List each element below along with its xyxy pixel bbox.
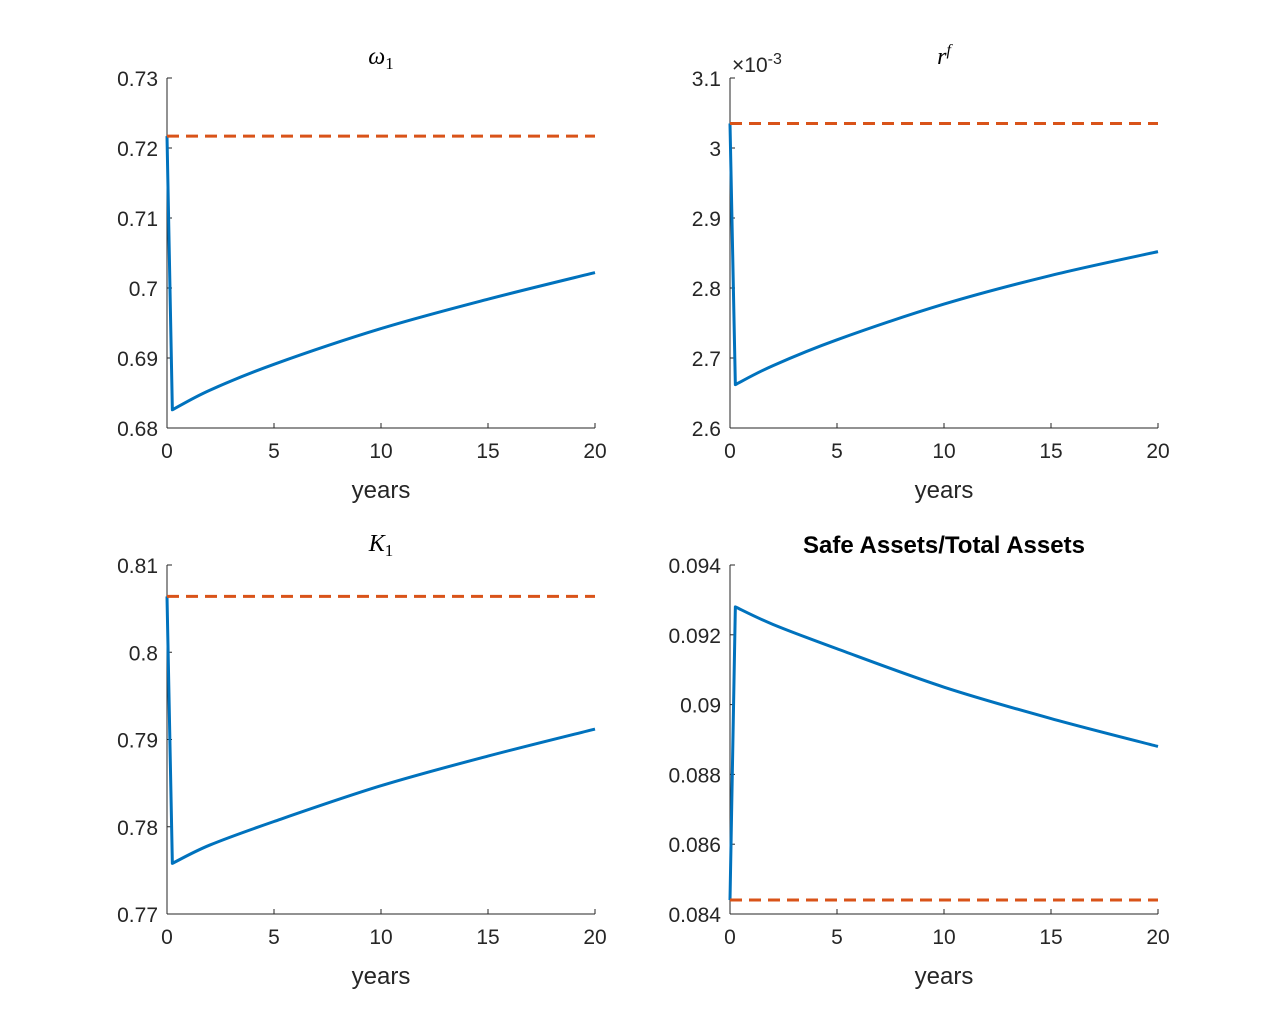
y-tick-label: 0.088 [668, 764, 721, 787]
impulse-response-line [728, 605, 1159, 901]
y-tick-label: 3.1 [692, 68, 721, 91]
x-axis-label: years [915, 477, 974, 504]
x-tick-label: 20 [1146, 440, 1169, 463]
subplot-4: 0 5 10 15 20 0.084 0.086 0.088 0.09 0.092 0.094 yea… [668, 532, 1169, 990]
y-tick-label: 0.71 [117, 208, 158, 231]
x-tick-label: 10 [932, 926, 955, 949]
x-tick-label: 15 [1039, 926, 1062, 949]
x-tick-label: 0 [161, 926, 173, 949]
x-tick-label: 10 [369, 440, 392, 463]
y-tick-label: 0.092 [668, 625, 721, 648]
x-tick-label: 20 [1146, 926, 1169, 949]
y-tick-label: 0.72 [117, 138, 158, 161]
y-tick-label: 0.77 [117, 904, 158, 927]
y-tick-label: 0.8 [129, 642, 158, 665]
subplot-2: 0 5 10 15 20 2.6 2.7 2.8 2.9 3 3.1 ×10-3 years rf [692, 42, 1170, 504]
subplot-title: Safe Assets/Total Assets [803, 532, 1085, 559]
x-tick-label: 20 [583, 926, 606, 949]
impulse-response-line [165, 136, 596, 412]
x-tick-label: 20 [583, 440, 606, 463]
y-tick-label: 0.084 [668, 904, 721, 927]
x-axis-label: years [352, 477, 411, 504]
subplot-title: ω1 [368, 44, 393, 73]
y-exponent-label: ×10-3 [732, 51, 782, 77]
x-tick-label: 15 [476, 440, 499, 463]
x-tick-label: 0 [724, 926, 736, 949]
y-tick-label: 0.086 [668, 834, 721, 857]
x-axis-label: years [352, 963, 411, 990]
impulse-response-line [165, 596, 596, 865]
y-tick-label: 2.8 [692, 278, 721, 301]
y-tick-label: 0.73 [117, 68, 158, 91]
x-tick-label: 0 [161, 440, 173, 463]
y-tick-label: 0.094 [668, 555, 721, 578]
y-tick-label: 0.68 [117, 418, 158, 441]
y-tick-label: 0.78 [117, 817, 158, 840]
impulse-response-line [728, 123, 1159, 387]
y-tick-label: 0.79 [117, 730, 158, 753]
subplot-title: rf [937, 42, 953, 70]
subplot-3: 0 5 10 15 20 0.77 0.78 0.79 0.8 0.81 years K1 [117, 531, 607, 990]
y-tick-label: 2.9 [692, 208, 721, 231]
x-tick-label: 5 [831, 440, 843, 463]
y-tick-label: 2.6 [692, 418, 721, 441]
subplot-title: K1 [368, 531, 394, 560]
y-tick-label: 0.69 [117, 348, 158, 371]
x-tick-label: 10 [369, 926, 392, 949]
y-tick-label: 0.81 [117, 555, 158, 578]
y-tick-label: 2.7 [692, 348, 721, 371]
subplot-1: 0 5 10 15 20 0.68 0.69 0.7 0.71 0.72 0.73 years ω1 [117, 44, 607, 504]
x-axis-label: years [915, 963, 974, 990]
y-tick-label: 0.7 [129, 278, 158, 301]
x-tick-label: 15 [1039, 440, 1062, 463]
y-tick-label: 3 [709, 138, 721, 161]
x-tick-label: 5 [831, 926, 843, 949]
x-tick-label: 10 [932, 440, 955, 463]
x-tick-label: 0 [724, 440, 736, 463]
x-tick-label: 5 [268, 440, 280, 463]
y-tick-label: 0.09 [680, 695, 721, 718]
x-tick-label: 15 [476, 926, 499, 949]
x-tick-label: 5 [268, 926, 280, 949]
